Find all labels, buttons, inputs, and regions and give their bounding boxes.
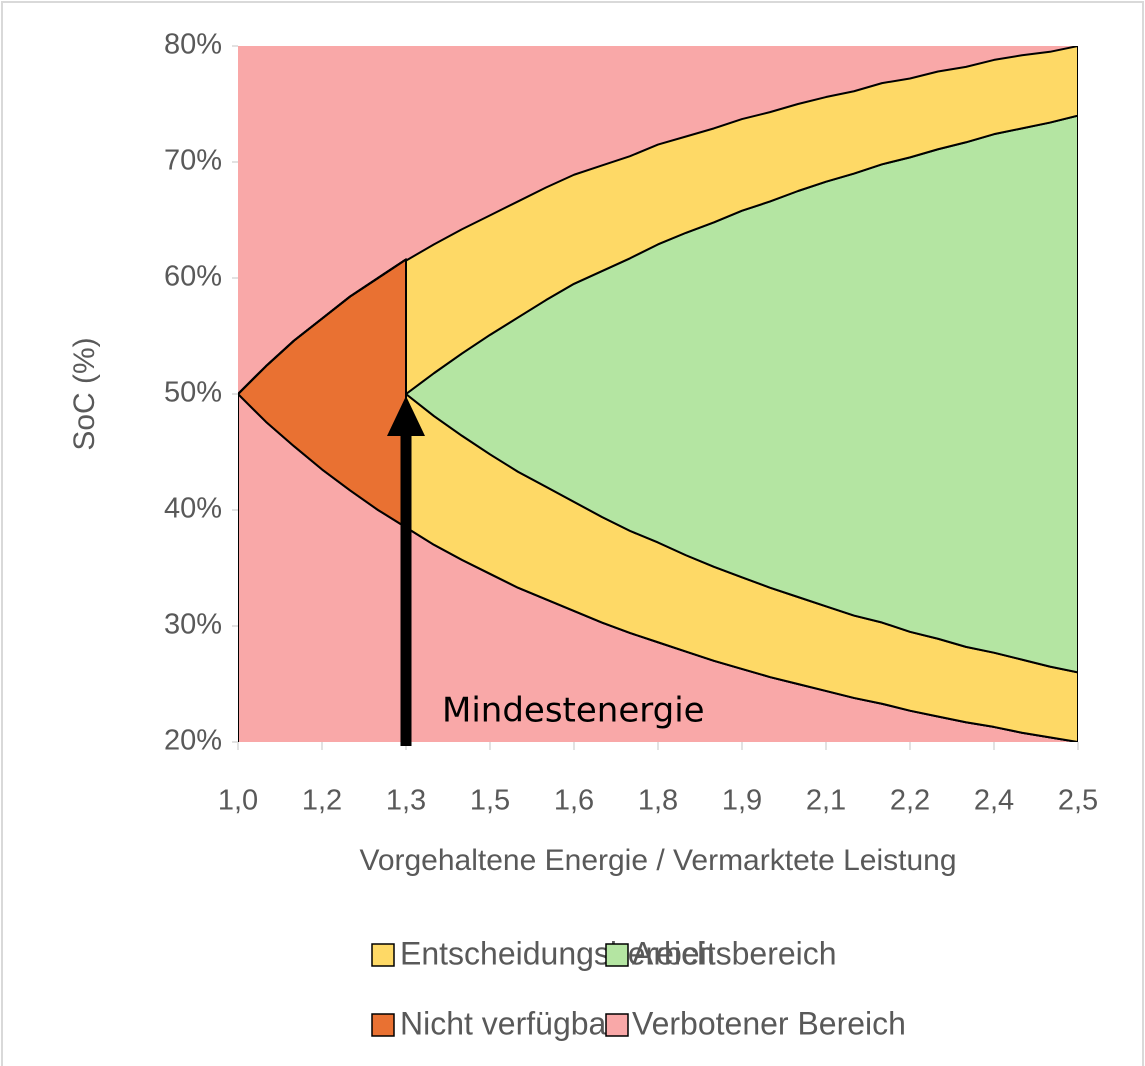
legend-swatch	[371, 943, 395, 967]
y-tick-label: 60%	[164, 261, 222, 293]
x-tick-label: 2,1	[806, 785, 846, 817]
annotation-arrowhead	[387, 396, 425, 436]
legend-label: Entscheidungsbereich	[400, 935, 715, 971]
x-axis-title: Vorgehaltene Energie / Vermarktete Leist…	[359, 844, 956, 877]
x-tick-label: 2,4	[974, 785, 1014, 817]
y-tick-label: 30%	[164, 609, 222, 641]
x-tick-label: 1,2	[302, 785, 342, 817]
x-tick-label: 1,8	[638, 785, 678, 817]
x-tick-label: 2,2	[890, 785, 930, 817]
x-tick-label: 1,0	[218, 785, 258, 817]
x-tick-label: 2,5	[1058, 785, 1098, 817]
legend-label: Nicht verfügbar	[400, 1005, 617, 1041]
legend-swatch	[605, 943, 629, 967]
legend-swatch	[371, 1013, 395, 1037]
area	[238, 46, 1078, 395]
legend-label: Arbeitsbereich	[632, 935, 837, 971]
x-tick-label: 1,9	[722, 785, 762, 817]
x-tick-label: 1,6	[554, 785, 594, 817]
x-tick-label: 1,5	[470, 785, 510, 817]
legend-swatch	[605, 1013, 629, 1037]
x-tick-label: 1,3	[386, 785, 426, 817]
y-axis-title: SoC (%)	[68, 337, 101, 450]
plot-area	[238, 46, 1078, 742]
legend-label: Verbotener Bereich	[632, 1005, 906, 1041]
y-tick-label: 50%	[164, 377, 222, 409]
y-tick-label: 20%	[164, 725, 222, 757]
y-tick-label: 70%	[164, 145, 222, 177]
y-tick-label: 40%	[164, 493, 222, 525]
annotation-text: Mindestenergie	[442, 691, 705, 731]
y-tick-label: 80%	[164, 29, 222, 61]
